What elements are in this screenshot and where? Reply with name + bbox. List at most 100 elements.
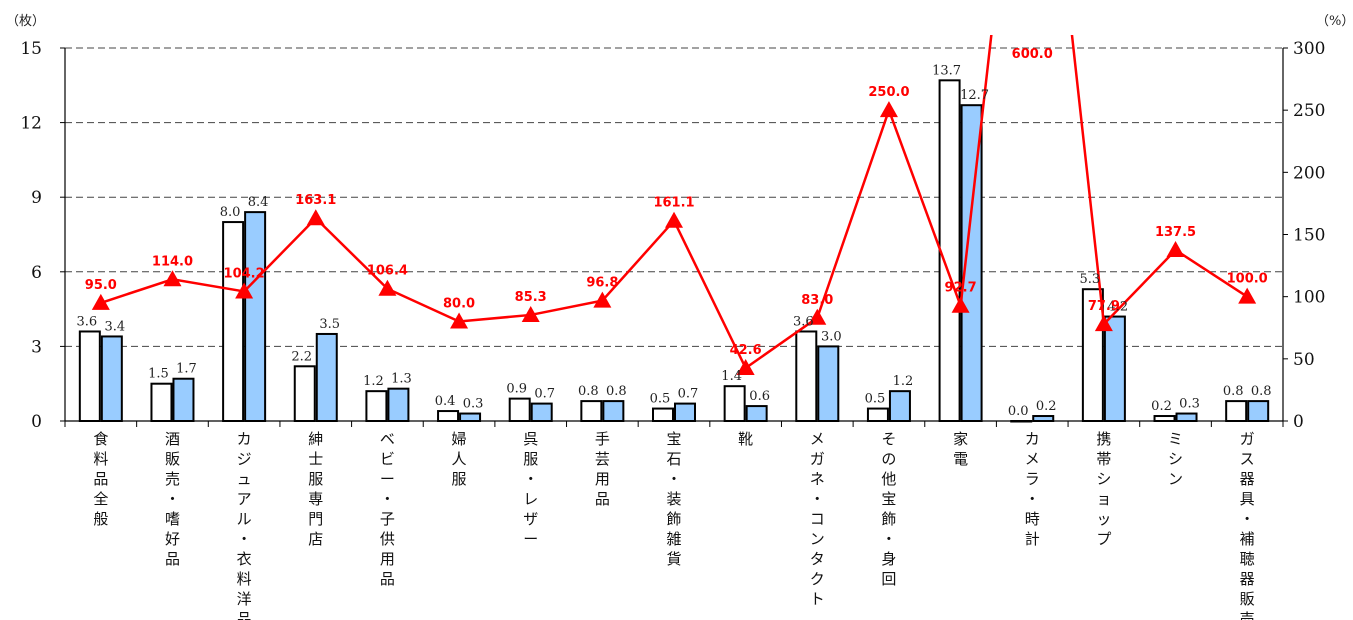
bar-label-series1: 3.6 <box>793 314 814 329</box>
category-label: 手芸用品 <box>595 430 610 508</box>
bar-label-series2: 8.4 <box>248 195 269 210</box>
line-marker <box>450 312 469 329</box>
bar-label-series1: 1.5 <box>148 367 169 382</box>
percent-label: 95.0 <box>85 278 117 293</box>
bar-label-series2: 0.3 <box>463 397 484 412</box>
line-marker <box>163 270 182 287</box>
bar-series2 <box>888 390 911 423</box>
y-tick-label-right: 0 <box>1293 412 1304 432</box>
bar-series1 <box>508 397 531 422</box>
line-series <box>100 35 1248 370</box>
left-axis-unit: （枚） <box>6 14 46 29</box>
category-label: 靴 <box>738 430 753 448</box>
bar-series1 <box>723 385 746 423</box>
category-label: 宝石・装飾雑貨 <box>666 430 681 568</box>
line-marker <box>1166 241 1185 258</box>
bar-label-series2: 3.0 <box>821 329 842 344</box>
percent-label: 137.5 <box>1155 225 1196 240</box>
bar-series2 <box>602 400 625 422</box>
line-marker <box>306 209 325 226</box>
bar-label-series1: 1.2 <box>363 374 384 389</box>
category-label: カメラ・時計 <box>1025 430 1040 548</box>
line-marker <box>951 296 970 313</box>
percent-label: 600.0 <box>1012 47 1053 62</box>
bar-series1 <box>580 400 603 422</box>
percent-label: 106.4 <box>367 264 408 279</box>
category-label: ミシン <box>1168 430 1183 488</box>
category-label: 呉服・レザー <box>523 430 538 548</box>
bar-series1 <box>78 330 101 423</box>
line-marker <box>593 291 612 308</box>
line-marker <box>665 211 683 228</box>
line-marker <box>879 101 898 118</box>
right-axis-unit: （%） <box>1316 14 1353 29</box>
bar-series2 <box>1103 315 1126 422</box>
bar-series2 <box>674 402 696 422</box>
bar-series2 <box>745 405 768 422</box>
percent-label: 161.1 <box>653 196 694 211</box>
bar-series1 <box>1153 415 1176 423</box>
bar-series2 <box>244 211 267 422</box>
y-tick-label-right: 250 <box>1293 101 1325 121</box>
bar-label-series1: 0.9 <box>506 382 527 397</box>
bar-label-series2: 3.5 <box>319 317 340 332</box>
bar-label-series1: 3.6 <box>76 314 97 329</box>
percent-label: 92.7 <box>945 281 977 296</box>
percent-label: 114.0 <box>152 254 193 269</box>
bar-label-series1: 0.2 <box>1151 399 1172 414</box>
category-label: ベビー・子供用品 <box>380 430 395 588</box>
percent-label: 163.1 <box>295 193 336 208</box>
bar-series1 <box>652 407 674 423</box>
category-label: 婦人服 <box>452 430 467 488</box>
percent-label: 83.0 <box>801 293 833 308</box>
category-label: 携帯ショップ <box>1096 430 1111 548</box>
percent-label: 250.0 <box>868 85 909 100</box>
bar-series1 <box>293 365 316 422</box>
line-marker <box>736 359 755 376</box>
bar-label-series2: 4.2 <box>1108 300 1129 315</box>
percent-label: 100.0 <box>1227 272 1268 287</box>
bar-series1 <box>437 410 460 423</box>
line-marker <box>1238 287 1257 304</box>
category-label: 紳士服専門店 <box>308 430 323 548</box>
bar-series2 <box>387 387 410 423</box>
bar-label-series1: 13.7 <box>932 63 961 78</box>
bar-label-series2: 1.3 <box>391 372 412 387</box>
bar-label-series2: 0.8 <box>606 384 627 399</box>
bar-label-series2: 1.2 <box>893 374 914 389</box>
y-tick-label-left: 12 <box>20 114 42 134</box>
bars <box>78 79 1270 423</box>
percentage-line <box>91 35 1257 376</box>
category-label: ガス器具・補聴器販売 <box>1240 430 1255 620</box>
bar-label-series2: 0.8 <box>1251 384 1272 399</box>
bar-series2 <box>1175 412 1198 423</box>
bar-series2 <box>817 345 840 422</box>
line-marker <box>521 305 540 322</box>
axes: 03691215050100150200250300食料品全般酒販売・嗜好品カジ… <box>20 39 1325 620</box>
bar-label-series1: 1.4 <box>721 369 742 384</box>
bar-label-series1: 0.0 <box>1008 404 1029 419</box>
bar-label-series1: 0.5 <box>650 392 671 407</box>
bar-label-series2: 0.2 <box>1036 399 1057 414</box>
percent-label: 96.8 <box>586 276 618 291</box>
bar-series2 <box>172 377 195 422</box>
bar-series1 <box>1225 400 1248 422</box>
y-tick-label-left: 6 <box>31 263 42 283</box>
line-marker <box>808 308 827 325</box>
bar-series2 <box>100 335 123 423</box>
line-marker <box>91 293 110 310</box>
category-label: 家電 <box>953 430 968 468</box>
y-tick-label-right: 200 <box>1293 163 1325 183</box>
bar-label-series2: 3.4 <box>104 319 125 334</box>
data-labels: 3.6 3.4 1.5 1.7 8.0 8.4 2.2 3.5 1.2 1.3 0.4 0.3 0.9 0… <box>76 47 1271 419</box>
bar-series1 <box>150 382 173 423</box>
category-label: メガネ・コンタクト <box>810 430 825 608</box>
percent-label: 80.0 <box>443 297 475 312</box>
y-tick-label-left: 3 <box>31 337 42 357</box>
y-tick-label-right: 150 <box>1293 226 1325 246</box>
y-tick-label-right: 300 <box>1293 39 1325 59</box>
bar-label-series2: 1.7 <box>176 362 197 377</box>
y-tick-label-left: 9 <box>31 188 42 208</box>
bar-series1 <box>222 221 245 422</box>
bar-label-series1: 0.8 <box>1223 384 1244 399</box>
